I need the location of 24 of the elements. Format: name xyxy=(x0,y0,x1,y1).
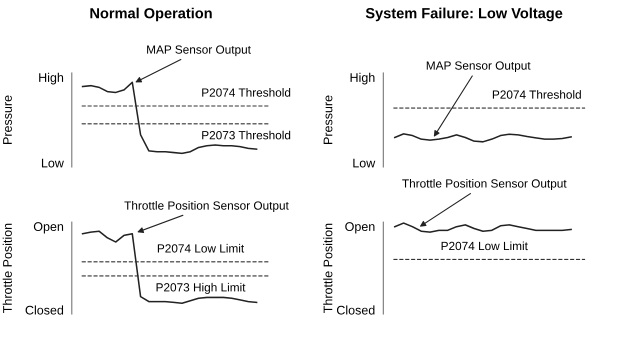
text: Open xyxy=(345,222,374,234)
ref-line-label: P2074 Low Limit xyxy=(442,241,528,250)
ref-line-label: P2074 Threshold xyxy=(202,88,290,97)
text: Throttle Position Sensor Output xyxy=(402,178,567,190)
y-axis-title: Pressure xyxy=(324,96,332,144)
text: Low xyxy=(42,158,64,168)
text: Closed xyxy=(26,305,64,315)
ref-line-label: P2074 Low Limit xyxy=(158,244,244,253)
text: Open xyxy=(34,222,64,234)
chart-title: Normal Operation xyxy=(90,8,212,22)
text: Throttle Position Sensor Output xyxy=(124,201,289,212)
text: MAP Sensor Output xyxy=(426,61,531,72)
text: Closed xyxy=(336,305,374,315)
ref-line-label: P2073 Threshold xyxy=(202,130,290,140)
ref-line-label: P2073 High Limit xyxy=(156,282,246,294)
chart-title: System Failure: Low Voltage xyxy=(366,8,562,22)
text: Low xyxy=(353,158,376,168)
text: High xyxy=(350,72,374,84)
ref-line-label: P2074 Threshold xyxy=(492,90,581,99)
y-axis-title: Throttle Position xyxy=(323,224,332,313)
text: High xyxy=(39,72,64,84)
y-axis-title: Throttle Position xyxy=(2,224,12,313)
text: MAP Sensor Output xyxy=(147,45,251,56)
y-axis-title: Pressure xyxy=(3,96,12,144)
